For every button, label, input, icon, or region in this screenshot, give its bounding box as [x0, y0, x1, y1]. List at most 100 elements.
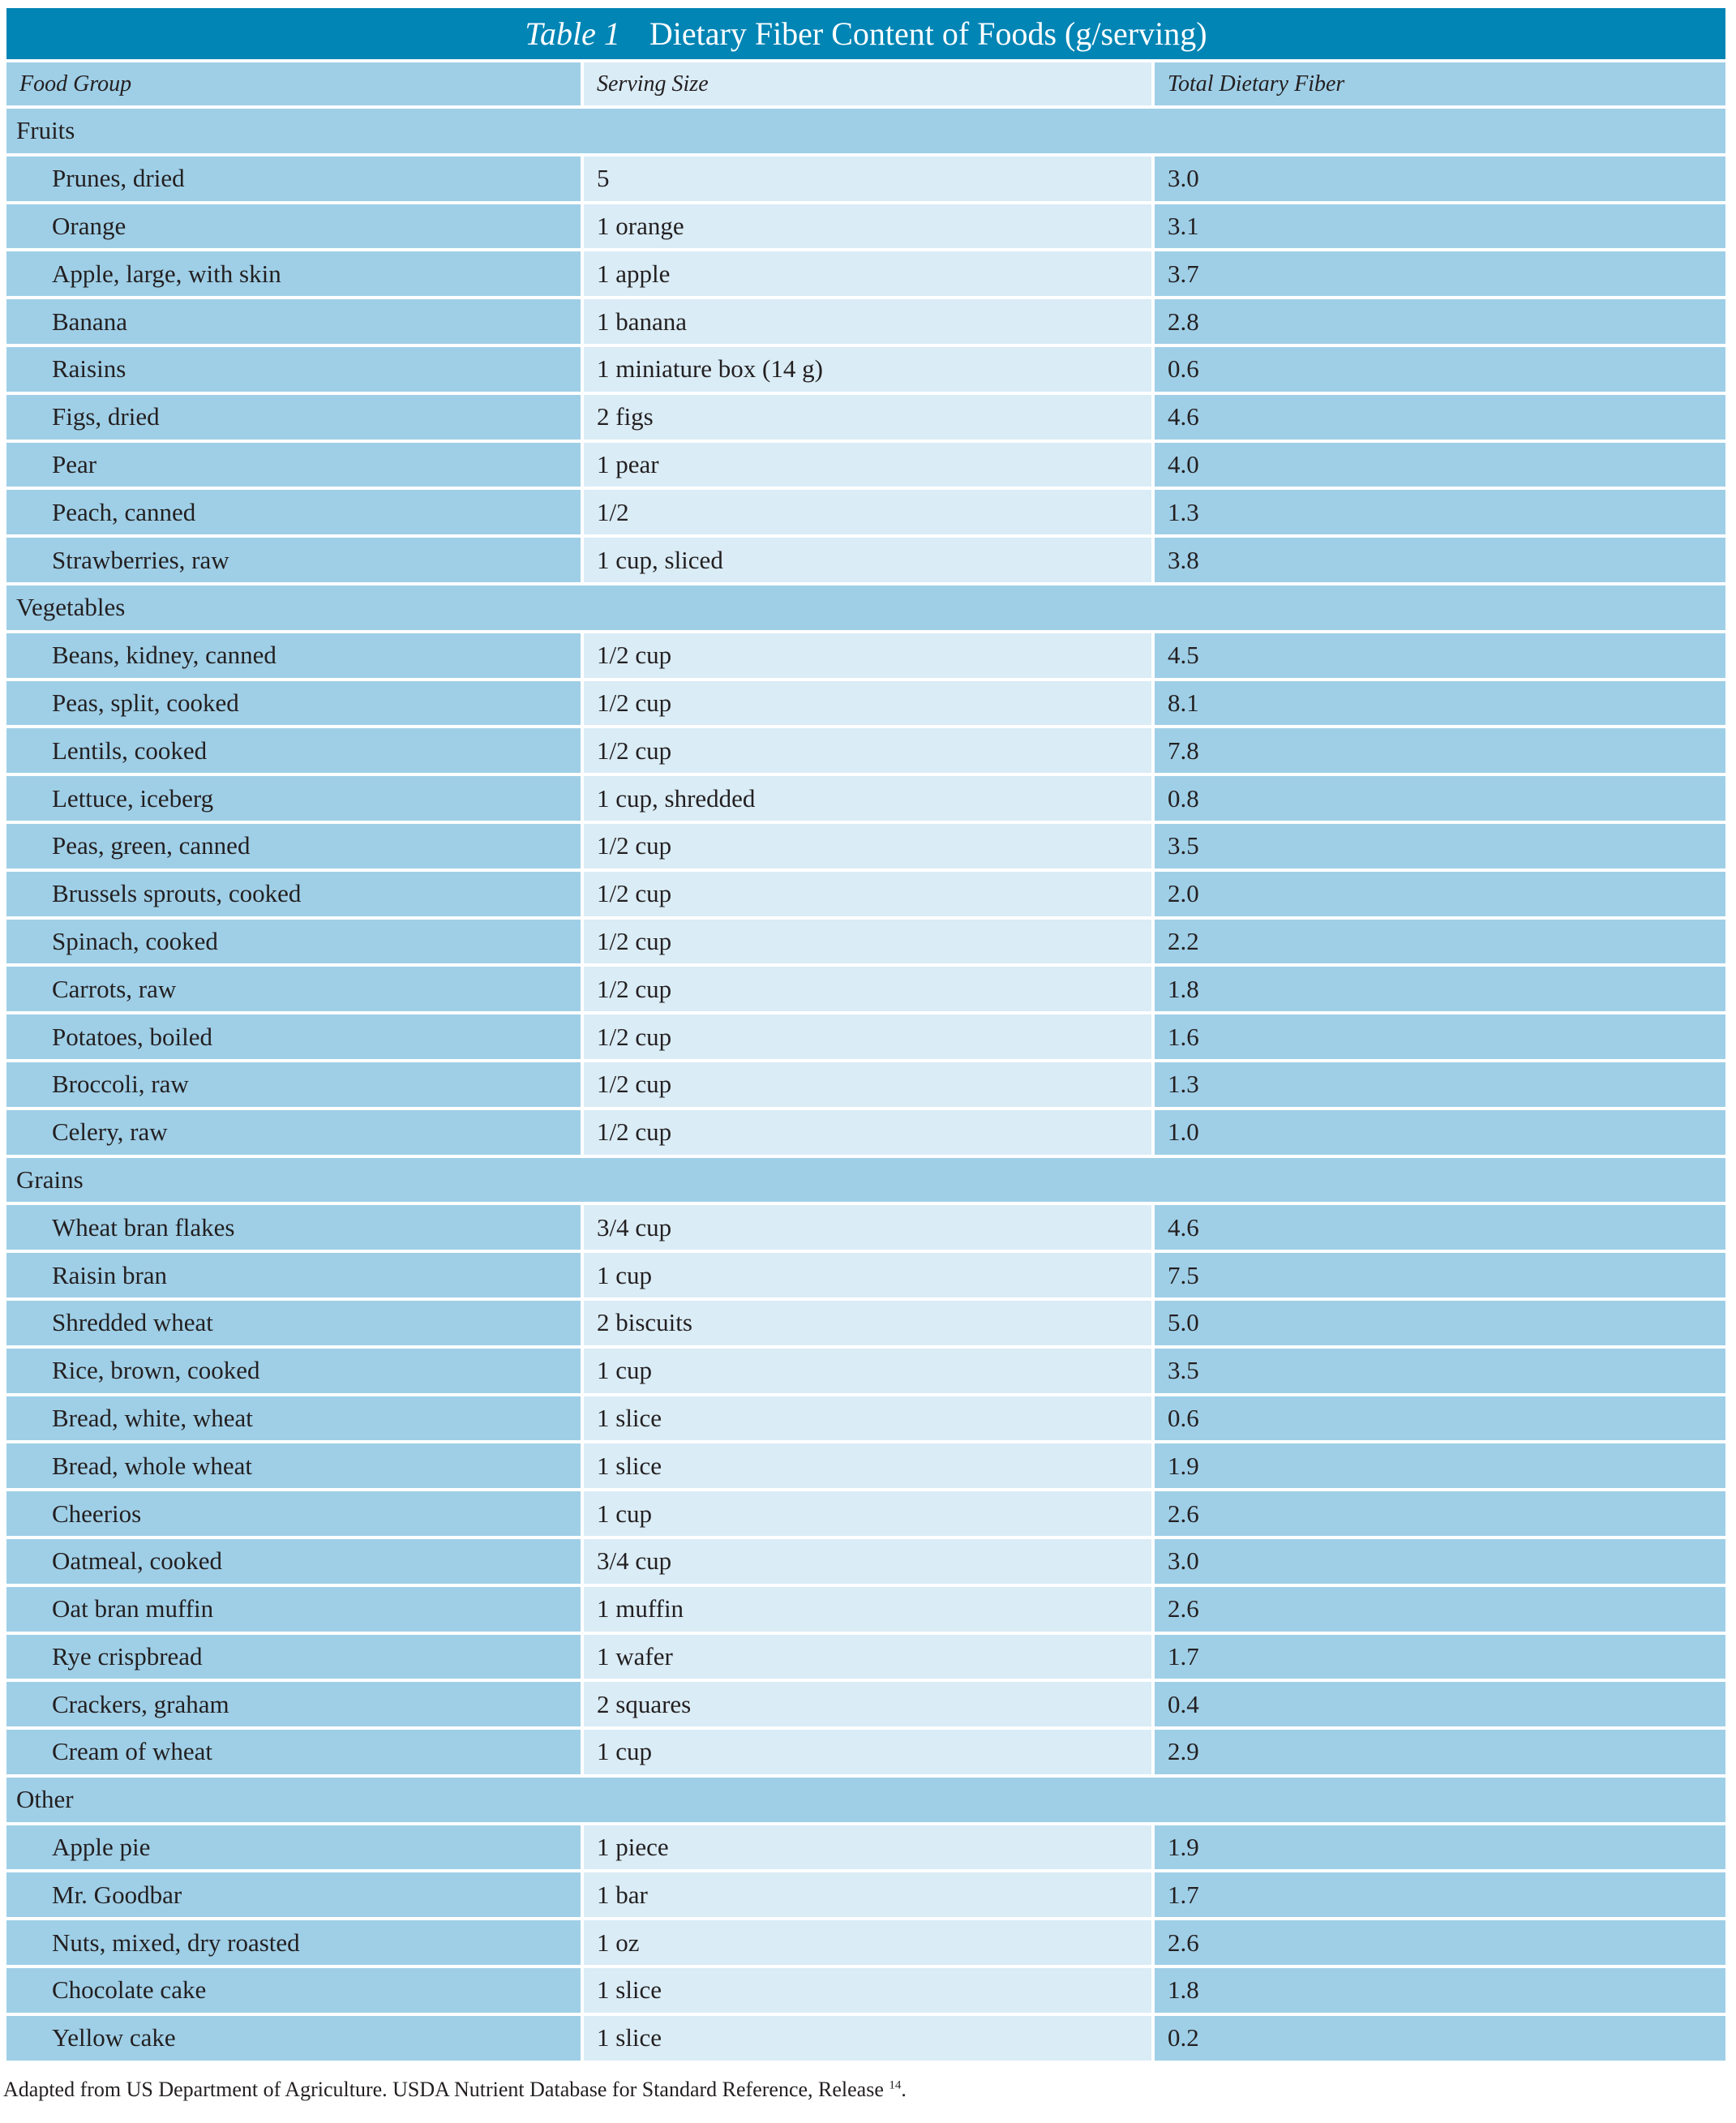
- fiber-value: 3.5: [1155, 1348, 1725, 1393]
- food-name: Spinach, cooked: [6, 919, 581, 964]
- header-row: Food Group Serving Size Total Dietary Fi…: [6, 62, 1725, 105]
- serving-size: 1/2 cup: [584, 1014, 1151, 1059]
- food-name: Yellow cake: [6, 2015, 581, 2061]
- table-row: Shredded wheat 2 biscuits 5.0: [6, 1300, 1725, 1345]
- food-name: Pear: [6, 442, 581, 487]
- fiber-table: Table 1 Dietary Fiber Content of Foods (…: [6, 8, 1725, 2064]
- serving-size: 2 squares: [584, 1682, 1151, 1727]
- table-title-text: Dietary Fiber Content of Foods (g/servin…: [649, 15, 1207, 52]
- serving-size: 1 cup: [584, 1253, 1151, 1297]
- table-row: Rye crispbread 1 wafer 1.7: [6, 1634, 1725, 1679]
- table-row: Wheat bran flakes 3/4 cup 4.6: [6, 1205, 1725, 1250]
- footnote: Adapted from US Department of Agricultur…: [3, 2078, 907, 2102]
- header-food-group: Food Group: [6, 62, 581, 105]
- serving-size: 1/2 cup: [584, 1109, 1151, 1155]
- serving-size: 1 muffin: [584, 1586, 1151, 1632]
- fiber-value: 7.5: [1155, 1253, 1725, 1297]
- serving-size: 1 oz: [584, 1920, 1151, 1966]
- food-name: Carrots, raw: [6, 967, 581, 1012]
- table-row: Apple, large, with skin 1 apple 3.7: [6, 251, 1725, 297]
- table-body: Fruits Prunes, dried 5 3.0 Orange 1 orange 3.1…: [6, 109, 1725, 2061]
- serving-size: 1/2 cup: [584, 871, 1151, 916]
- footnote-text: Adapted from US Department of Agricultur…: [3, 2078, 889, 2101]
- table-row: Peas, split, cooked 1/2 cup 8.1: [6, 680, 1725, 726]
- table-row: Peas, green, canned 1/2 cup 3.5: [6, 823, 1725, 868]
- serving-size: 2 figs: [584, 394, 1151, 440]
- food-name: Strawberries, raw: [6, 538, 581, 582]
- table-row: Mr. Goodbar 1 bar 1.7: [6, 1872, 1725, 1918]
- table-row: Potatoes, boiled 1/2 cup 1.6: [6, 1014, 1725, 1059]
- food-name: Raisins: [6, 346, 581, 392]
- serving-size: 1/2 cup: [584, 919, 1151, 964]
- fiber-value: 1.9: [1155, 1443, 1725, 1489]
- fiber-value: 1.8: [1155, 967, 1725, 1012]
- fiber-value: 8.1: [1155, 680, 1725, 726]
- footnote-superscript: 14: [889, 2078, 902, 2092]
- header-total-fiber: Total Dietary Fiber: [1155, 62, 1725, 105]
- fiber-value: 2.2: [1155, 919, 1725, 964]
- table-row: Lettuce, iceberg 1 cup, shredded 0.8: [6, 776, 1725, 821]
- fiber-value: 2.6: [1155, 1491, 1725, 1536]
- table-row: Nuts, mixed, dry roasted 1 oz 2.6: [6, 1920, 1725, 1966]
- table-row: Bread, white, wheat 1 slice 0.6: [6, 1396, 1725, 1441]
- serving-size: 1 cup: [584, 1348, 1151, 1393]
- fiber-value: 4.6: [1155, 394, 1725, 440]
- table-row: Banana 1 banana 2.8: [6, 299, 1725, 344]
- serving-size: 2 biscuits: [584, 1300, 1151, 1345]
- table-row: Carrots, raw 1/2 cup 1.8: [6, 967, 1725, 1012]
- fiber-value: 7.8: [1155, 728, 1725, 774]
- serving-size: 1/2 cup: [584, 823, 1151, 868]
- fiber-value: 1.8: [1155, 1968, 1725, 2013]
- group-row: Other: [6, 1777, 1725, 1822]
- food-name: Mr. Goodbar: [6, 1872, 581, 1918]
- food-name: Nuts, mixed, dry roasted: [6, 1920, 581, 1966]
- food-name: Peas, green, canned: [6, 823, 581, 868]
- serving-size: 1 pear: [584, 442, 1151, 487]
- food-name: Raisin bran: [6, 1253, 581, 1297]
- table-row: Peach, canned 1/2 1.3: [6, 490, 1725, 535]
- fiber-value: 2.8: [1155, 299, 1725, 344]
- table-row: Yellow cake 1 slice 0.2: [6, 2015, 1725, 2061]
- table-title: Table 1 Dietary Fiber Content of Foods (…: [6, 8, 1725, 59]
- fiber-value: 0.8: [1155, 776, 1725, 821]
- food-name: Apple pie: [6, 1825, 581, 1870]
- fiber-value: 3.7: [1155, 251, 1725, 297]
- serving-size: 1 miniature box (14 g): [584, 346, 1151, 392]
- fiber-value: 3.0: [1155, 1538, 1725, 1584]
- food-name: Shredded wheat: [6, 1300, 581, 1345]
- food-name: Cheerios: [6, 1491, 581, 1536]
- table-row: Apple pie 1 piece 1.9: [6, 1825, 1725, 1870]
- table-row: Cream of wheat 1 cup 2.9: [6, 1730, 1725, 1774]
- table-row: Figs, dried 2 figs 4.6: [6, 394, 1725, 440]
- serving-size: 1 banana: [584, 299, 1151, 344]
- table-row: Oatmeal, cooked 3/4 cup 3.0: [6, 1538, 1725, 1584]
- serving-size: 1/2: [584, 490, 1151, 535]
- fiber-value: 1.0: [1155, 1109, 1725, 1155]
- fiber-value: 2.9: [1155, 1730, 1725, 1774]
- serving-size: 1 slice: [584, 1396, 1151, 1441]
- serving-size: 1/2 cup: [584, 967, 1151, 1012]
- food-name: Orange: [6, 204, 581, 249]
- serving-size: 1 slice: [584, 1968, 1151, 2013]
- food-name: Oat bran muffin: [6, 1586, 581, 1632]
- fiber-value: 4.5: [1155, 633, 1725, 678]
- table-row: Lentils, cooked 1/2 cup 7.8: [6, 728, 1725, 774]
- table-row: Prunes, dried 5 3.0: [6, 156, 1725, 201]
- food-name: Wheat bran flakes: [6, 1205, 581, 1250]
- table-row: Brussels sprouts, cooked 1/2 cup 2.0: [6, 871, 1725, 916]
- serving-size: 1 piece: [584, 1825, 1151, 1870]
- food-name: Lentils, cooked: [6, 728, 581, 774]
- fiber-value: 2.6: [1155, 1586, 1725, 1632]
- serving-size: 1/2 cup: [584, 1062, 1151, 1107]
- food-name: Oatmeal, cooked: [6, 1538, 581, 1584]
- food-name: Figs, dried: [6, 394, 581, 440]
- group-row: Grains: [6, 1157, 1725, 1203]
- serving-size: 1/2 cup: [584, 680, 1151, 726]
- table-row: Cheerios 1 cup 2.6: [6, 1491, 1725, 1536]
- serving-size: 1 cup: [584, 1491, 1151, 1536]
- table-row: Strawberries, raw 1 cup, sliced 3.8: [6, 538, 1725, 582]
- serving-size: 1 bar: [584, 1872, 1151, 1918]
- fiber-value: 0.6: [1155, 1396, 1725, 1441]
- fiber-value: 3.1: [1155, 204, 1725, 249]
- fiber-value: 1.6: [1155, 1014, 1725, 1059]
